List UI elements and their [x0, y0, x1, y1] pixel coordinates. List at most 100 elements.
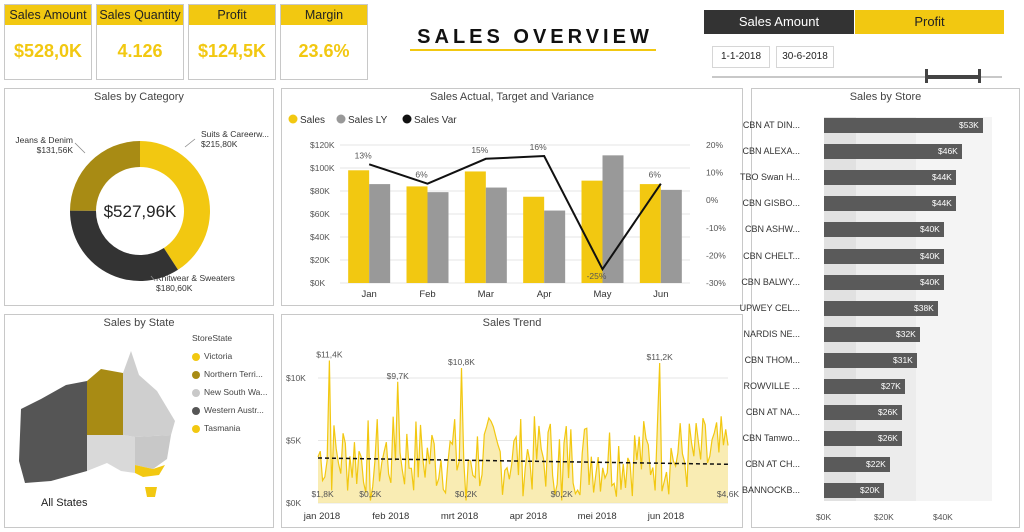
panel-title: Sales Trend	[482, 317, 542, 329]
kpi-label: Sales Amount	[5, 5, 91, 25]
y-tick-label: $20K	[310, 255, 330, 265]
legend-label: Sales	[300, 115, 325, 126]
toggle-profit[interactable]: Profit	[855, 10, 1004, 34]
store-row[interactable]: CBN AT CH... $22K	[745, 452, 992, 478]
state-legend-item[interactable]: Victoria	[192, 347, 272, 365]
state-legend-item[interactable]: New South Wa...	[192, 383, 272, 401]
kpi-margin[interactable]: Margin 23.6%	[280, 4, 368, 80]
sales-by-state-panel[interactable]: Sales by State StoreState Victoria Northe…	[4, 314, 274, 528]
date-end-input[interactable]: 30-6-2018	[776, 46, 834, 68]
date-slider-track[interactable]	[712, 76, 1002, 78]
store-bar	[824, 248, 944, 264]
kpi-profit[interactable]: Profit $124,5K	[188, 4, 276, 80]
store-bar	[824, 352, 917, 368]
store-bar	[824, 196, 956, 212]
x-tick-label: feb 2018	[372, 511, 409, 522]
var-data-label: 15%	[471, 145, 488, 155]
y-tick-label: $0K	[286, 498, 301, 508]
store-row[interactable]: CBN GISBO... $44K	[742, 191, 992, 217]
y-tick-label: $10K	[286, 373, 306, 383]
store-x-tick: $0K	[816, 512, 832, 522]
x-tick-label: Apr	[537, 289, 552, 300]
trend-data-label: $1,8K	[311, 489, 334, 499]
store-value-label: $44K	[932, 172, 952, 183]
store-row[interactable]: CBN THOM... $31K	[745, 348, 992, 374]
state-legend-item[interactable]: Northern Terri...	[192, 365, 272, 383]
y-tick-label: $0K	[310, 278, 325, 288]
store-value-label: $27K	[881, 381, 901, 391]
store-name: CBN ALEXA...	[742, 146, 800, 157]
panel-title: Sales by Category	[94, 91, 184, 103]
store-row[interactable]: CBN BALWY... $40K	[741, 270, 992, 296]
store-row[interactable]: NARDIS NE... $32K	[743, 322, 992, 348]
store-row[interactable]: CBN AT DIN... $53K	[743, 113, 992, 139]
store-row[interactable]: UPWEY CEL... $38K	[740, 296, 992, 322]
trend-data-label: $9,7K	[387, 371, 410, 381]
store-row[interactable]: CBN CHELT... $40K	[743, 244, 992, 270]
store-name: BANNOCKB...	[741, 485, 800, 496]
store-row[interactable]: CBN Tamwo... $26K	[743, 426, 992, 452]
kpi-label: Sales Quantity	[97, 5, 183, 25]
sales-by-store-panel[interactable]: Sales by Store CBN AT DIN... $53K CBN ALEX…	[740, 88, 1020, 528]
australia-map[interactable]	[11, 341, 191, 521]
store-row[interactable]: CBN ALEXA... $46K	[742, 139, 992, 165]
x-tick-label: mrt 2018	[441, 511, 479, 522]
store-row[interactable]: BANNOCKB... $20K	[742, 478, 992, 504]
kpi-label: Margin	[281, 5, 367, 25]
store-bar	[824, 118, 983, 133]
page-title: SALES OVERVIEW	[417, 26, 653, 48]
store-bar	[824, 300, 938, 316]
state-legend-item[interactable]: Western Austr...	[192, 401, 272, 419]
bar-sales	[523, 196, 545, 283]
bar-sales-ly	[660, 189, 682, 283]
donut-slice-value: $180,60K	[156, 283, 193, 293]
legend-label: Victoria	[204, 351, 233, 361]
bar-sales-ly	[427, 192, 449, 283]
store-bar	[824, 222, 944, 238]
legend-dot	[192, 406, 200, 415]
sales-actual-target-variance-panel[interactable]: Sales Actual, Target and Variance Sales S…	[281, 88, 743, 306]
kpi-sales-quantity[interactable]: Sales Quantity 4.126	[96, 4, 184, 80]
trend-data-label: $11,2K	[647, 352, 674, 362]
legend-title: StoreState	[192, 333, 233, 343]
store-value-label: $40K	[920, 250, 940, 261]
date-start-input[interactable]: 1-1-2018	[712, 46, 770, 68]
map-western-australia	[19, 381, 87, 483]
map-new-south-wales	[135, 435, 171, 469]
legend-marker	[402, 114, 412, 124]
store-row[interactable]: ROWVILLE ... $27K	[743, 374, 992, 400]
kpi-value: 23.6%	[298, 41, 350, 61]
date-slider-handle-right[interactable]	[978, 69, 981, 83]
donut-slice	[69, 210, 178, 281]
bar-sales-ly	[544, 210, 566, 283]
store-row[interactable]: TBO Swan H... $44K	[740, 165, 992, 191]
bar-sales-ly	[369, 184, 391, 283]
sales-trend-panel[interactable]: Sales Trend $0K $5K $10K $11,4K $9,7K $10,8K $…	[281, 314, 743, 528]
store-name: NARDIS NE...	[743, 328, 800, 339]
map-queensland	[123, 351, 175, 437]
store-bar	[824, 379, 905, 394]
bar-sales	[639, 184, 661, 283]
state-legend-item[interactable]: Tasmania	[192, 419, 272, 437]
kpi-value: $528,0K	[13, 41, 83, 61]
trend-data-label: $0,2K	[551, 489, 574, 499]
trend-data-label: $11,4K	[316, 350, 343, 360]
toggle-sales-amount[interactable]: Sales Amount	[704, 10, 854, 34]
store-value-label: $44K	[932, 198, 952, 209]
store-row[interactable]: CBN AT NA... $26K	[746, 400, 992, 426]
store-row[interactable]: CBN ASHW... $40K	[745, 217, 992, 243]
date-slider-handle-left[interactable]	[925, 69, 928, 83]
map-victoria	[135, 465, 165, 477]
legend-label: New South Wa...	[204, 387, 268, 397]
store-bar	[824, 457, 890, 473]
x-tick-label: May	[594, 289, 612, 300]
trend-data-label: $10,8K	[448, 357, 475, 367]
legend-dot	[192, 424, 200, 433]
map-south-australia	[87, 435, 135, 473]
sales-by-category-panel[interactable]: Sales by Category $527,96K Suits & Career…	[4, 88, 274, 306]
legend-dot	[192, 352, 200, 361]
trend-chart: $0K $5K $10K $11,4K $9,7K $10,8K $11,2K $4,6K $1…	[286, 350, 739, 523]
donut-center-total: $527,96K	[104, 202, 177, 221]
kpi-sales-amount[interactable]: Sales Amount $528,0K	[4, 4, 92, 80]
donut-leader	[184, 138, 196, 148]
